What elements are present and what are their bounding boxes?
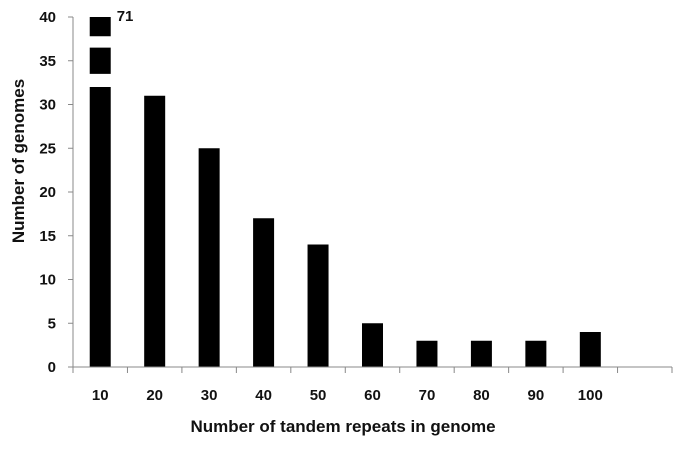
- x-tick-label: 70: [419, 387, 436, 404]
- y-tick-label: 30: [39, 97, 56, 114]
- bar-segment: [89, 17, 111, 37]
- x-tick-label: 100: [578, 387, 603, 404]
- bar-segment: [89, 87, 111, 367]
- y-axis-ticks: 0 5 10 15 20 25 30 35 40: [39, 9, 73, 376]
- y-tick-label: 40: [39, 9, 56, 26]
- bar: [525, 340, 547, 367]
- x-tick-label: 80: [473, 387, 490, 404]
- y-tick-label: 15: [39, 228, 56, 245]
- bar-value-label: 71: [117, 8, 134, 25]
- bar: [144, 95, 166, 367]
- plot-area: 71: [89, 8, 601, 367]
- y-tick-label: 35: [39, 53, 56, 70]
- bar: [198, 148, 220, 367]
- bar: [470, 340, 492, 367]
- bar: [253, 218, 275, 367]
- x-axis-ticks: 10 20 30 40 50 60 70 80 90 100: [72, 367, 673, 404]
- bar-segment: [89, 47, 111, 74]
- x-tick-label: 30: [201, 387, 218, 404]
- y-tick-label: 0: [48, 359, 56, 376]
- x-tick-label: 20: [146, 387, 163, 404]
- bar: [362, 323, 383, 367]
- bar: [579, 332, 601, 367]
- bar: [307, 244, 329, 367]
- y-tick-label: 20: [39, 184, 56, 201]
- y-tick-label: 10: [39, 272, 56, 289]
- x-axis-title: Number of tandem repeats in genome: [190, 417, 495, 436]
- y-axis-title: Number of genomes: [9, 79, 28, 243]
- bar: [416, 340, 438, 367]
- y-tick-label: 25: [39, 140, 56, 157]
- x-tick-label: 60: [364, 387, 381, 404]
- x-tick-label: 90: [528, 387, 545, 404]
- x-tick-label: 50: [310, 387, 327, 404]
- y-tick-label: 5: [48, 315, 56, 332]
- x-tick-label: 10: [92, 387, 109, 404]
- x-tick-label: 40: [255, 387, 272, 404]
